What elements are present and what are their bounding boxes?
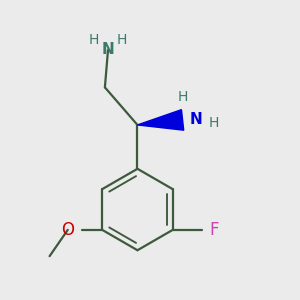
Text: H: H bbox=[89, 33, 99, 47]
Text: H: H bbox=[177, 90, 188, 104]
Text: H: H bbox=[117, 33, 127, 47]
Text: N: N bbox=[190, 112, 203, 128]
Text: F: F bbox=[210, 221, 219, 239]
Text: H: H bbox=[209, 116, 219, 130]
Text: O: O bbox=[61, 221, 74, 239]
Text: N: N bbox=[102, 42, 114, 57]
Polygon shape bbox=[137, 110, 184, 130]
